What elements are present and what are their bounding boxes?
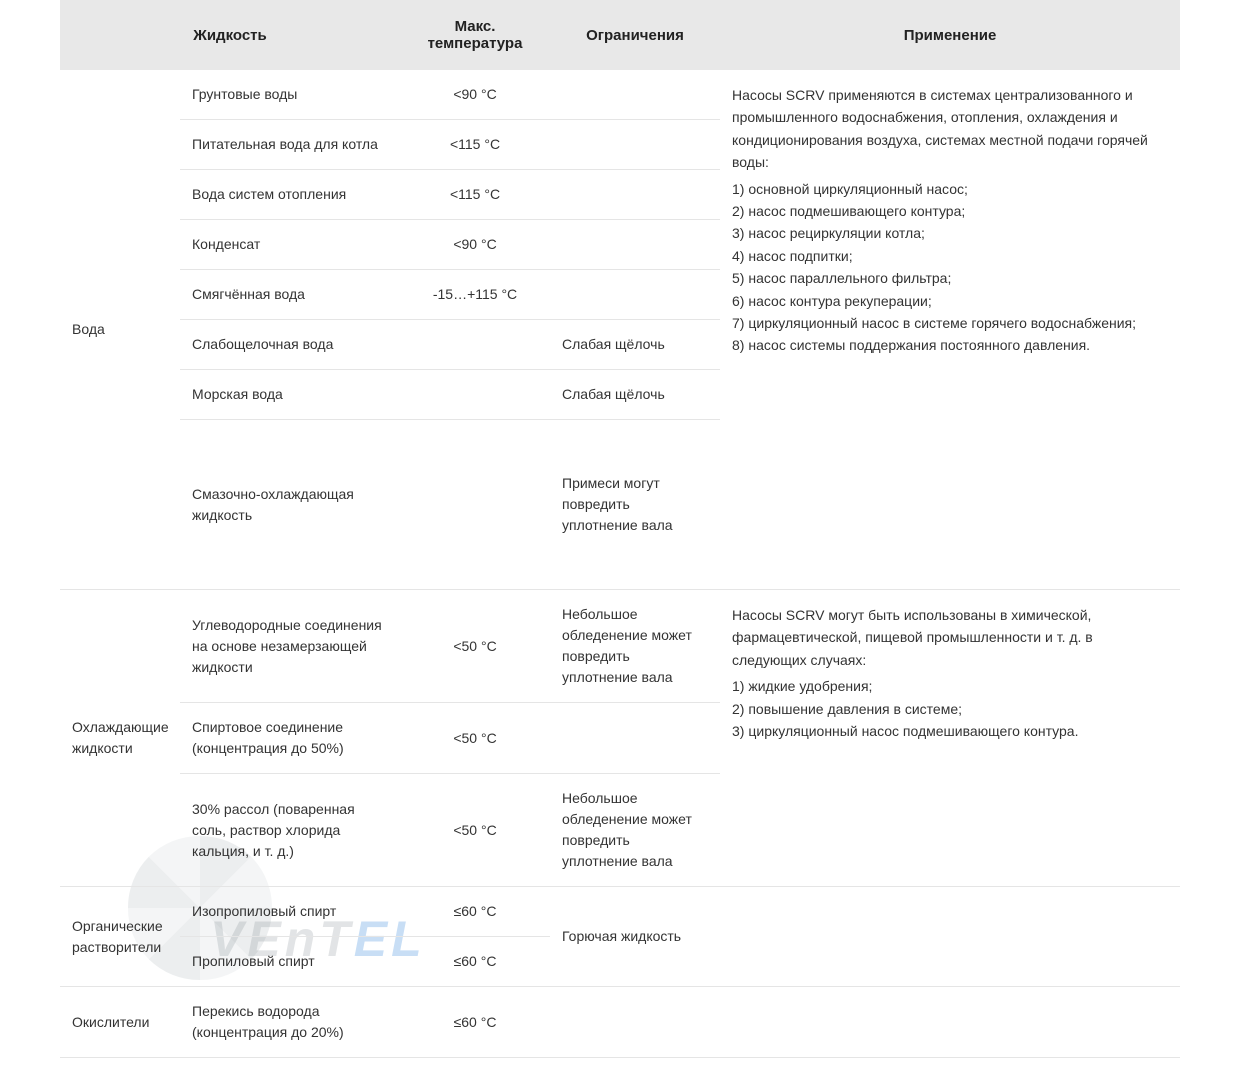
category-cell: Окислители [60, 987, 180, 1058]
category-cell: Органические растворители [60, 887, 180, 987]
liquid-cell: Углеводородные соединения на основе неза… [180, 590, 400, 703]
limitations-cell [550, 170, 720, 220]
table-row: Охлаждающие жидкостиУглеводородные соеди… [60, 590, 1180, 703]
table-row: ОкислителиПерекись водорода (концентраци… [60, 987, 1180, 1058]
application-item: 8) насос системы поддержания постоянного… [732, 334, 1168, 356]
liquid-cell: Вода систем отопления [180, 170, 400, 220]
liquid-cell: Морская вода [180, 370, 400, 420]
col-application: Применение [720, 0, 1180, 70]
application-intro: Насосы SCRV применяются в системах центр… [732, 84, 1168, 174]
limitations-cell: Небольшое обледенение может повредить уп… [550, 774, 720, 887]
col-liquid: Жидкость [60, 0, 400, 70]
application-item: 1) жидкие удобрения; [732, 675, 1168, 697]
application-item: 7) циркуляционный насос в системе горяче… [732, 312, 1168, 334]
liquid-cell: Изопропиловый спирт [180, 887, 400, 937]
col-limitations: Ограничения [550, 0, 720, 70]
temperature-cell: <50 °C [400, 774, 550, 887]
liquid-cell: Смягчённая вода [180, 270, 400, 320]
limitations-cell: Слабая щёлочь [550, 370, 720, 420]
temperature-cell: <115 °C [400, 170, 550, 220]
table-row: Органические растворителиИзопропиловый с… [60, 887, 1180, 937]
temperature-cell [400, 320, 550, 370]
application-cell: Насосы SCRV применяются в системах центр… [720, 70, 1180, 590]
table-row: ВодаГрунтовые воды<90 °CНасосы SCRV прим… [60, 70, 1180, 120]
temperature-cell: ≤60 °C [400, 887, 550, 937]
application-item: 3) циркуляционный насос подмешивающего к… [732, 720, 1168, 742]
temperature-cell: ≤60 °C [400, 987, 550, 1058]
temperature-cell: <115 °C [400, 120, 550, 170]
limitations-cell [550, 270, 720, 320]
liquids-table: Жидкость Макс. температура Ограничения П… [60, 0, 1180, 1058]
temperature-cell: <50 °C [400, 703, 550, 774]
limitations-cell: Горючая жидкость [550, 887, 720, 987]
application-item: 6) насос контура рекуперации; [732, 290, 1168, 312]
liquid-cell: Спиртовое соединение (концентрация до 50… [180, 703, 400, 774]
temperature-cell: -15…+115 °C [400, 270, 550, 320]
liquid-cell: Перекись водорода (концентрация до 20%) [180, 987, 400, 1058]
limitations-cell [550, 220, 720, 270]
application-cell: Насосы SCRV могут быть использованы в хи… [720, 590, 1180, 887]
application-cell [720, 887, 1180, 987]
application-intro: Насосы SCRV могут быть использованы в хи… [732, 604, 1168, 671]
application-item: 3) насос рециркуляции котла; [732, 222, 1168, 244]
limitations-cell: Слабая щёлочь [550, 320, 720, 370]
application-item: 2) повышение давления в системе; [732, 698, 1168, 720]
limitations-cell [550, 120, 720, 170]
liquid-cell: 30% рассол (поваренная соль, раствор хло… [180, 774, 400, 887]
liquid-cell: Грунтовые воды [180, 70, 400, 120]
limitations-cell [550, 70, 720, 120]
category-cell: Охлаждающие жидкости [60, 590, 180, 887]
temperature-cell: <50 °C [400, 590, 550, 703]
application-item: 2) насос подмешивающего контура; [732, 200, 1168, 222]
limitations-cell [550, 987, 720, 1058]
liquid-cell: Конденсат [180, 220, 400, 270]
temperature-cell: <90 °C [400, 70, 550, 120]
category-cell: Вода [60, 70, 180, 590]
liquid-cell: Слабощелочная вода [180, 320, 400, 370]
liquid-cell: Смазочно-охлаждающая жидкость [180, 420, 400, 590]
application-item: 1) основной циркуляционный насос; [732, 178, 1168, 200]
application-cell [720, 987, 1180, 1058]
limitations-cell: Примеси могут повредить уплотнение вала [550, 420, 720, 590]
limitations-cell: Небольшое обледенение может повредить уп… [550, 590, 720, 703]
liquid-cell: Питательная вода для котла [180, 120, 400, 170]
liquid-cell: Пропиловый спирт [180, 937, 400, 987]
temperature-cell [400, 420, 550, 590]
table-header-row: Жидкость Макс. температура Ограничения П… [60, 0, 1180, 70]
temperature-cell: <90 °C [400, 220, 550, 270]
temperature-cell: ≤60 °C [400, 937, 550, 987]
application-item: 4) насос подпитки; [732, 245, 1168, 267]
application-item: 5) насос параллельного фильтра; [732, 267, 1168, 289]
temperature-cell [400, 370, 550, 420]
limitations-cell [550, 703, 720, 774]
col-maxtemp: Макс. температура [400, 0, 550, 70]
